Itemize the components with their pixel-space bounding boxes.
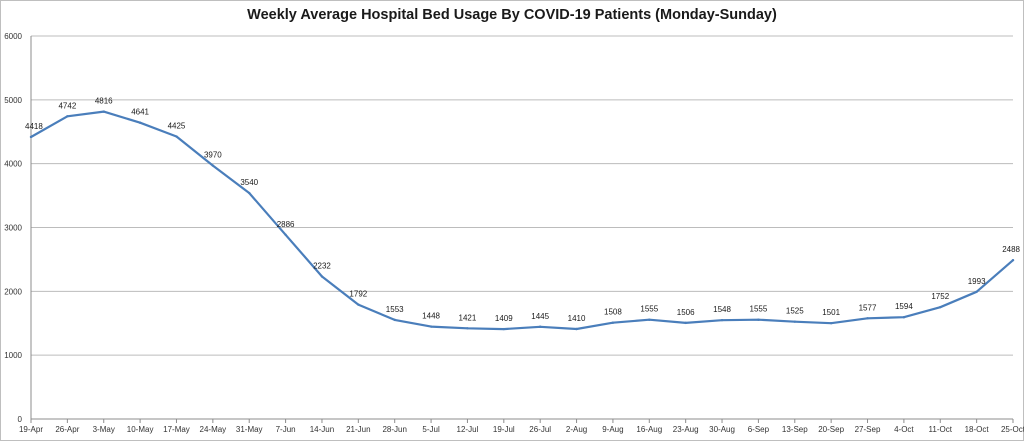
data-point: [720, 318, 724, 322]
data-point: [357, 303, 360, 306]
data-point: [393, 318, 396, 322]
data-point: [284, 233, 287, 236]
x-tick-label: 6-Sep: [748, 425, 770, 434]
data-point: [66, 115, 69, 118]
data-label: 1506: [677, 308, 695, 317]
x-tick-label: 9-Aug: [602, 425, 623, 434]
data-label: 1553: [386, 305, 404, 314]
data-point: [684, 321, 687, 325]
x-tick-label: 20-Sep: [818, 425, 844, 434]
data-label: 1594: [895, 302, 913, 311]
chart-title: Weekly Average Hospital Bed Usage By COV…: [247, 7, 777, 23]
data-label: 4742: [58, 101, 76, 110]
data-label: 1409: [495, 314, 513, 323]
data-point: [757, 318, 760, 321]
data-label: 1501: [822, 308, 840, 317]
data-point: [538, 325, 542, 328]
data-point: [611, 321, 615, 324]
data-point: [138, 121, 142, 124]
data-label: 1445: [531, 312, 549, 321]
x-tick-label: 21-Jun: [346, 425, 370, 434]
x-tick-label: 10-May: [127, 425, 154, 434]
series-line: [29, 110, 1015, 331]
data-point: [429, 325, 433, 328]
data-label: 1548: [713, 305, 731, 314]
data-label: 1448: [422, 312, 440, 321]
data-point: [866, 317, 869, 320]
data-label: 2886: [277, 220, 295, 229]
y-tick-label: 2000: [4, 287, 22, 296]
data-point: [648, 318, 651, 321]
x-tick-label: 2-Aug: [566, 425, 587, 434]
data-point: [102, 110, 105, 113]
data-point: [975, 290, 978, 293]
data-point: [320, 275, 324, 278]
x-tick-label: 11-Oct: [929, 425, 953, 434]
y-tick-label: 3000: [4, 224, 22, 233]
data-label: 1525: [786, 307, 804, 316]
x-tick-label: 5-Jul: [422, 425, 440, 434]
data-point: [1011, 258, 1015, 262]
x-tick-label: 18-Oct: [965, 425, 990, 434]
data-label: 1421: [459, 313, 477, 322]
x-tick-label: 23-Aug: [673, 425, 699, 434]
data-label: 1508: [604, 308, 622, 317]
data-point: [466, 327, 469, 330]
x-tick-label: 4-Oct: [894, 425, 914, 434]
data-point: [248, 191, 251, 195]
x-tick-label: 25-Oct: [1001, 425, 1024, 434]
x-tick-label: 27-Sep: [855, 425, 881, 434]
data-point: [211, 164, 215, 167]
x-tick-label: 17-May: [163, 425, 190, 434]
x-tick-label: 19-Apr: [19, 425, 43, 434]
y-tick-label: 4000: [4, 160, 22, 169]
data-point: [829, 321, 833, 325]
data-point: [575, 327, 578, 331]
data-label: 4641: [131, 108, 149, 117]
x-tick-label: 30-Aug: [709, 425, 735, 434]
x-tick-label: 3-May: [93, 425, 115, 434]
x-tick-label: 19-Jul: [493, 425, 515, 434]
data-label: 4425: [168, 122, 186, 131]
data-label: 1410: [568, 314, 586, 323]
data-label: 3540: [240, 178, 258, 187]
x-tick-label: 24-May: [200, 425, 227, 434]
data-label: 4816: [95, 97, 113, 106]
data-label: 3970: [204, 151, 222, 160]
y-tick-label: 1000: [4, 351, 22, 360]
x-tick-label: 26-Apr: [55, 425, 79, 434]
data-label: 1792: [349, 290, 367, 299]
data-point: [29, 135, 33, 139]
x-tick-label: 7-Jun: [276, 425, 296, 434]
data-label: 4418: [25, 122, 43, 131]
data-point: [939, 305, 942, 309]
data-label: 1555: [750, 305, 768, 314]
y-tick-label: 6000: [4, 32, 22, 41]
data-point: [793, 320, 796, 323]
data-label: 1555: [640, 305, 658, 314]
x-tick-label: 13-Sep: [782, 425, 808, 434]
data-label: 1993: [968, 277, 986, 286]
data-label: 1577: [859, 303, 877, 312]
y-tick-label: 0: [18, 415, 23, 424]
data-point: [175, 135, 178, 138]
x-tick-label: 28-Jun: [382, 425, 406, 434]
y-tick-label: 5000: [4, 96, 22, 105]
data-label: 1752: [931, 292, 949, 301]
data-label: 2232: [313, 262, 331, 271]
x-tick-label: 16-Aug: [636, 425, 662, 434]
data-point: [502, 327, 506, 331]
x-tick-label: 12-Jul: [457, 425, 479, 434]
x-tick-label: 31-May: [236, 425, 263, 434]
x-tick-label: 26-Jul: [529, 425, 551, 434]
data-label: 2488: [1002, 245, 1020, 254]
x-tick-label: 14-Jun: [310, 425, 334, 434]
data-point: [902, 316, 906, 319]
